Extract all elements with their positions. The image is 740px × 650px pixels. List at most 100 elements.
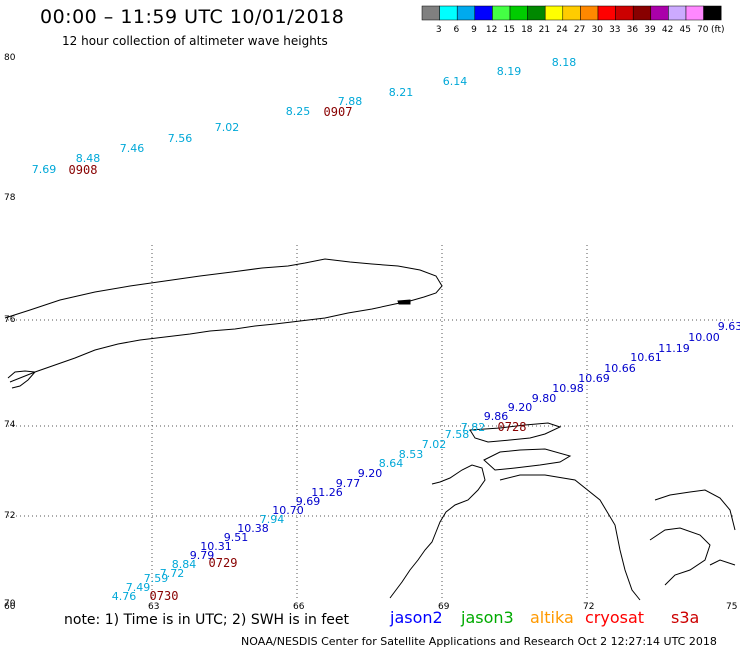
map-subtitle: 12 hour collection of altimeter wave hei… bbox=[62, 34, 328, 48]
legend-swatch bbox=[632, 5, 652, 21]
legend-swatch bbox=[580, 5, 599, 21]
satellite-legend-cryosat: cryosat bbox=[585, 608, 645, 627]
legend-bin-label: 24 bbox=[556, 25, 568, 35]
coastlines bbox=[4, 258, 736, 601]
legend-swatch bbox=[597, 5, 616, 21]
legend-bin-label: 3 bbox=[436, 25, 442, 35]
latitude-label: 78 bbox=[4, 193, 16, 203]
swh-value: 10.61 bbox=[630, 351, 662, 364]
pass-time: 0730 bbox=[150, 589, 179, 603]
legend-bin-label: 45 bbox=[679, 25, 690, 35]
swh-value: 7.49 bbox=[126, 581, 151, 594]
swh-value: 10.66 bbox=[604, 362, 636, 375]
legend-bin-label: 18 bbox=[521, 25, 533, 35]
legend-bin-label: 6 bbox=[454, 25, 460, 35]
legend-swatch bbox=[544, 5, 564, 21]
swh-value: 10.70 bbox=[272, 504, 304, 517]
swh-value: 10.38 bbox=[237, 522, 269, 535]
color-legend: 3 6 9 12 15 18 21 24 27 30 33 36 39 42 45 70 (ft) bbox=[421, 5, 725, 35]
swh-value: 9.79 bbox=[190, 549, 215, 562]
longitude-label: 69 bbox=[438, 602, 450, 612]
legend-swatch bbox=[650, 5, 669, 21]
coastline-islet bbox=[397, 299, 411, 305]
altimeter-observations: 7.69 8.48 7.46 7.56 7.02 8.25 7.88 8.21 6.14 8.19… bbox=[32, 56, 740, 603]
swh-value: 7.58 bbox=[445, 428, 470, 441]
coastline-mainland bbox=[389, 422, 736, 601]
graticule bbox=[8, 245, 735, 600]
longitude-label: 66 bbox=[293, 602, 305, 612]
swh-value: 7.88 bbox=[338, 95, 363, 108]
latitude-labels: 80 78 76 74 72 70 bbox=[4, 53, 16, 609]
legend-swatch bbox=[527, 5, 546, 21]
swh-value: 8.21 bbox=[389, 86, 414, 99]
footer-note: note: 1) Time is in UTC; 2) SWH is in fe… bbox=[64, 612, 350, 628]
swh-value: 10.98 bbox=[552, 382, 584, 395]
legend-bin-label: 15 bbox=[503, 25, 514, 35]
swh-value: 7.59 bbox=[144, 572, 169, 585]
legend-swatch bbox=[439, 5, 458, 21]
swh-value: 6.14 bbox=[443, 75, 468, 88]
satellite-legend-jason2: jason2 bbox=[390, 608, 443, 627]
longitude-label: 75 bbox=[726, 602, 737, 612]
swh-value: 8.48 bbox=[76, 152, 101, 165]
swh-value: 7.69 bbox=[32, 163, 57, 176]
latitude-label: 80 bbox=[4, 53, 16, 63]
legend-bin-label: 39 bbox=[644, 25, 656, 35]
swh-value: 11.19 bbox=[658, 342, 690, 355]
longitude-label: 72 bbox=[583, 602, 594, 612]
swh-value: 7.46 bbox=[120, 142, 145, 155]
swh-value: 9.51 bbox=[224, 531, 249, 544]
swh-value: 8.64 bbox=[379, 457, 404, 470]
swh-value: 8.19 bbox=[497, 65, 522, 78]
legend-bin-label: 21 bbox=[539, 25, 550, 35]
legend-swatch bbox=[615, 5, 634, 21]
swh-value: 8.25 bbox=[286, 105, 311, 118]
swh-value: 10.00 bbox=[688, 331, 720, 344]
swh-value: 7.82 bbox=[461, 421, 486, 434]
legend-swatch bbox=[492, 5, 511, 21]
swh-value: 9.77 bbox=[336, 477, 361, 490]
longitude-label: 63 bbox=[148, 602, 159, 612]
latitude-label: 72 bbox=[4, 511, 15, 521]
satellite-legend-s3a: s3a bbox=[671, 608, 700, 627]
swh-value: 9.20 bbox=[358, 467, 383, 480]
legend-swatch bbox=[474, 5, 493, 21]
pass-time: 0728 bbox=[498, 420, 527, 434]
coastline-south-island bbox=[7, 370, 37, 389]
legend-bin-label: 33 bbox=[609, 25, 620, 35]
swh-value: 11.26 bbox=[311, 486, 343, 499]
swh-value: 7.02 bbox=[215, 121, 240, 134]
satellite-legend-altika: altika bbox=[530, 608, 574, 627]
swh-value: 7.56 bbox=[168, 132, 193, 145]
swh-value: 9.63 bbox=[718, 320, 740, 333]
latitude-label: 74 bbox=[4, 420, 16, 430]
legend-bin-label: 36 bbox=[627, 25, 639, 35]
pass-time: 0729 bbox=[209, 556, 238, 570]
swh-value: 8.53 bbox=[399, 448, 424, 461]
swh-value: 4.76 bbox=[112, 590, 137, 603]
legend-bin-label: 9 bbox=[471, 25, 477, 35]
longitude-labels: 60 63 66 69 72 75 bbox=[4, 602, 737, 612]
legend-swatch bbox=[421, 5, 440, 21]
legend-bin-label: 42 bbox=[662, 25, 673, 35]
legend-swatch bbox=[456, 5, 476, 21]
swh-value: 10.31 bbox=[200, 540, 232, 553]
satellite-legend-jason3: jason3 bbox=[461, 608, 514, 627]
swh-value: 9.20 bbox=[508, 401, 533, 414]
swh-value: 8.84 bbox=[172, 558, 197, 571]
legend-bin-label: 70 bbox=[697, 25, 709, 35]
legend-bin-label: 30 bbox=[591, 25, 603, 35]
map-title: 00:00 – 11:59 UTC 10/01/2018 bbox=[40, 6, 345, 28]
swh-value: 8.18 bbox=[552, 56, 577, 69]
latitude-label: 70 bbox=[4, 599, 16, 609]
swh-value: 10.69 bbox=[578, 372, 610, 385]
swh-value: 7.72 bbox=[160, 567, 185, 580]
swh-value: 9.69 bbox=[296, 495, 321, 508]
swh-value: 7.94 bbox=[260, 513, 285, 526]
legend-swatch bbox=[562, 5, 581, 21]
swh-value: 9.80 bbox=[532, 392, 557, 405]
legend-bin-label: 27 bbox=[574, 25, 585, 35]
legend-bin-label: 12 bbox=[486, 25, 497, 35]
legend-swatch bbox=[703, 5, 722, 21]
